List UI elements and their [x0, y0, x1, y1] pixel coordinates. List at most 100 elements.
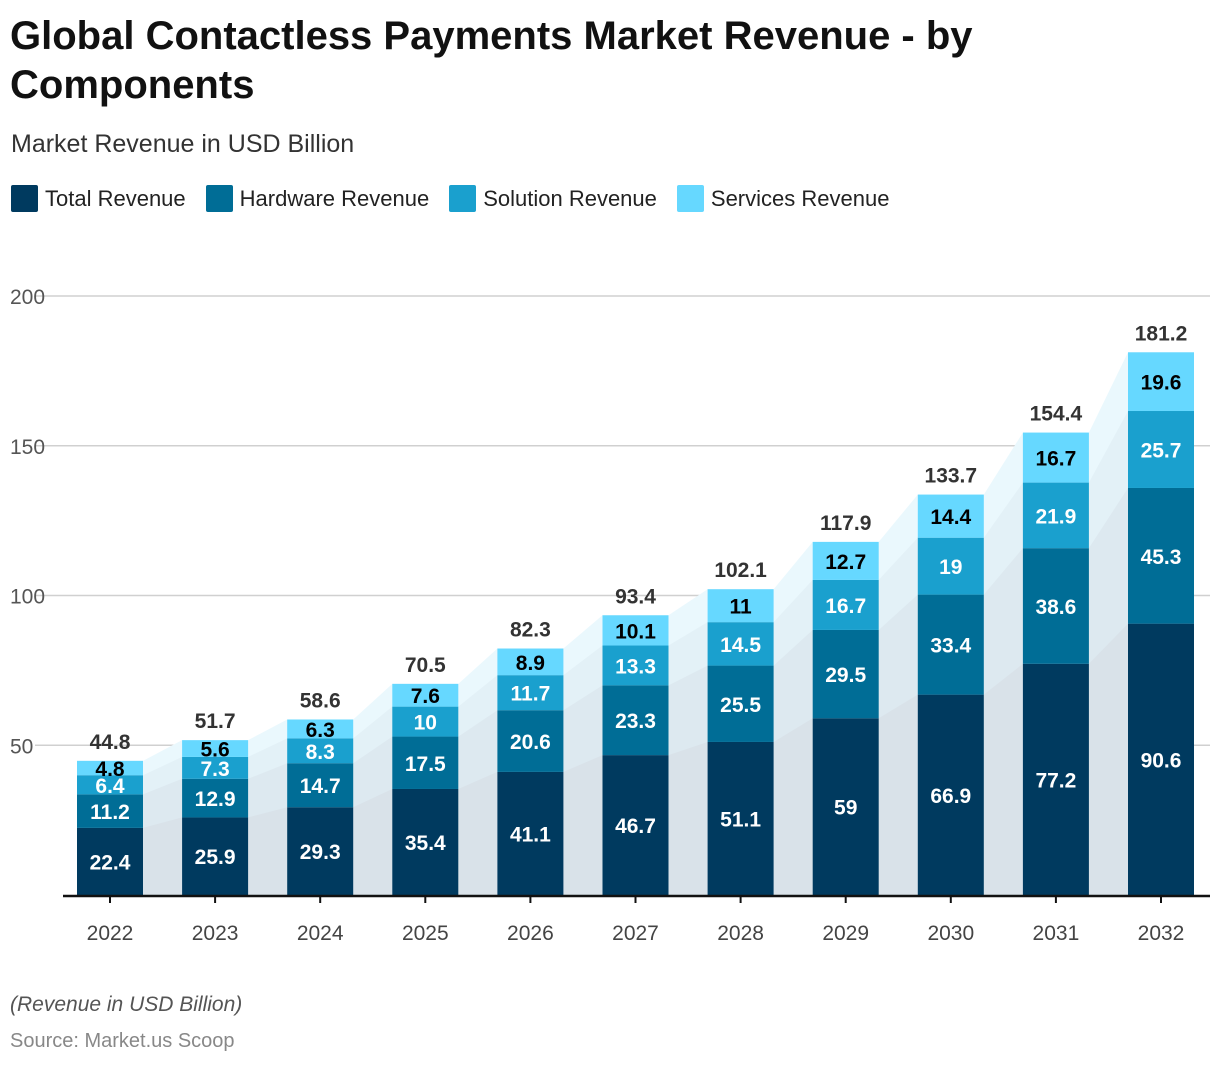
bar-segment [287, 807, 354, 895]
legend-label: Services Revenue [710, 185, 890, 211]
total-label: 70.5 [405, 654, 446, 677]
chart-source: Source: Market.us Scoop [10, 1030, 235, 1052]
bar-segment [602, 615, 669, 646]
data-label: 22.4 [90, 851, 131, 874]
chart-plot: 50 100 150 200 22.4 25.9 29.3 35.4 41.1 46.7 51.1 5… [10, 286, 1210, 945]
data-label: 90.6 [1141, 749, 1182, 772]
data-label: 11.2 [90, 801, 130, 824]
data-label: 5.6 [200, 739, 229, 762]
bar-segment [392, 706, 459, 737]
y-tick-label: 50 [10, 735, 33, 758]
x-tick-label: 2026 [507, 922, 554, 945]
data-label: 38.6 [1035, 596, 1076, 619]
legend-label: Hardware Revenue [239, 185, 430, 211]
total-label: 102.1 [714, 559, 767, 582]
bar-segment [1022, 482, 1089, 549]
data-label: 11.7 [511, 683, 551, 706]
y-tick-label: 200 [10, 286, 45, 309]
bar-segment [812, 541, 879, 580]
data-label: 7.3 [200, 758, 229, 781]
legend-swatch [205, 185, 233, 212]
data-label: 14.4 [930, 506, 971, 529]
total-label: 51.7 [195, 710, 236, 733]
y-tick-label: 150 [10, 436, 45, 459]
legend: Total Revenue Hardware Revenue Solution Re… [11, 185, 889, 212]
bar-segment [77, 775, 143, 795]
data-label: 7.6 [411, 685, 440, 708]
data-label: 11 [729, 596, 752, 619]
bar-segment [77, 794, 143, 828]
data-label: 12.7 [825, 551, 866, 574]
chart-subtitle: Market Revenue in USD Billion [11, 130, 355, 158]
bar-segment [1022, 663, 1089, 895]
bar-segment [392, 683, 459, 707]
legend-item: Hardware Revenue [205, 185, 430, 212]
legend-item: Solution Revenue [449, 185, 657, 212]
data-label: 41.1 [510, 823, 551, 846]
total-label: 44.8 [90, 731, 131, 754]
data-label: 25.7 [1141, 439, 1182, 462]
bar-segment [1022, 548, 1089, 664]
total-label: 58.6 [300, 689, 341, 712]
bar-segment [497, 648, 564, 676]
bar-segment [602, 685, 669, 756]
bar-segment [707, 589, 774, 623]
x-tick-label: 2024 [297, 922, 344, 945]
x-tick-label: 2022 [87, 922, 134, 945]
bar-segment [497, 710, 564, 772]
data-label: 33.4 [930, 635, 971, 658]
bar-segment [917, 494, 984, 538]
bar-segment [287, 719, 354, 739]
bar-segment [707, 665, 774, 742]
data-label: 16.7 [825, 595, 866, 618]
bar-segment [812, 718, 879, 895]
bar-segment [497, 771, 564, 895]
legend-swatch [676, 185, 704, 212]
data-label: 6.4 [95, 775, 125, 798]
bar-segment [1022, 432, 1089, 483]
data-label: 14.5 [720, 634, 761, 657]
data-label: 66.9 [930, 785, 971, 808]
bar-segment [77, 827, 143, 895]
data-label: 25.9 [195, 846, 236, 869]
data-label: 6.3 [306, 719, 335, 742]
bar-segment [1128, 623, 1194, 895]
data-label: 4.8 [95, 758, 125, 781]
legend-item: Total Revenue [11, 185, 186, 212]
data-label: 10.1 [615, 620, 656, 643]
bar-segment [812, 579, 879, 630]
bar-segment [707, 741, 774, 895]
data-label: 19 [939, 556, 962, 579]
bar-segment [917, 594, 984, 695]
bar-segment [392, 736, 459, 789]
x-tick-label: 2025 [402, 922, 449, 945]
chart-note: (Revenue in USD Billion) [10, 993, 243, 1016]
data-label: 12.9 [195, 788, 236, 811]
x-tick-label: 2030 [927, 922, 974, 945]
data-label: 29.3 [300, 841, 341, 864]
total-label: 154.4 [1030, 403, 1083, 426]
data-label: 25.5 [720, 694, 761, 717]
data-label: 23.3 [615, 710, 656, 733]
data-label: 45.3 [1141, 546, 1182, 569]
x-tick-label: 2031 [1033, 922, 1080, 945]
legend-swatch [449, 185, 477, 212]
bar-segment [182, 778, 249, 818]
legend-label: Total Revenue [45, 185, 186, 211]
x-tick-label: 2029 [822, 922, 869, 945]
bar-segment [497, 675, 564, 711]
bar-segment [77, 760, 143, 776]
bar-segment [182, 817, 249, 895]
data-label: 19.6 [1141, 372, 1182, 395]
data-label: 8.3 [306, 741, 335, 764]
x-tick-label: 2023 [192, 922, 239, 945]
bar-segment [1128, 487, 1194, 624]
bar-segment [707, 622, 774, 666]
data-label: 51.1 [720, 808, 761, 831]
bar-segment [917, 694, 984, 895]
bar-segment [182, 740, 249, 757]
total-label: 133.7 [925, 465, 978, 488]
bar-segment [812, 629, 879, 719]
total-label: 93.4 [615, 585, 656, 608]
data-label: 8.9 [516, 652, 545, 675]
